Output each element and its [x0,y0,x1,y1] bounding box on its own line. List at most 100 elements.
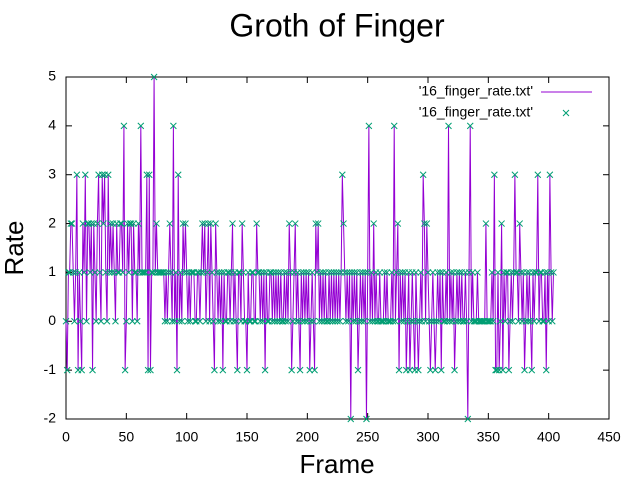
data-point [338,171,346,179]
data-point [357,269,364,276]
data-point [106,269,113,276]
data-point [433,317,440,325]
data-point [430,317,438,325]
data-point [180,269,188,276]
data-point [365,122,373,130]
data-point [536,269,544,276]
data-point [197,269,205,276]
y-tick-label: 3 [48,165,56,181]
chart-title: Groth of Finger [229,7,445,43]
data-point [91,269,99,276]
data-point [184,317,192,325]
legend-label: '16_finger_rate.txt' [419,83,533,99]
data-point [162,269,170,276]
data-point [341,269,349,276]
data-point [354,366,362,374]
data-point [272,269,280,276]
data-point [523,269,531,276]
data-point [135,220,142,227]
data-point [384,317,392,325]
data-point [521,366,528,374]
data-point [145,171,153,179]
y-tick-label: 5 [48,68,56,84]
data-point [238,220,246,227]
data-point [511,171,519,179]
data-point [395,366,403,374]
data-point [96,269,104,276]
data-point [221,317,229,325]
data-point [183,269,191,276]
data-point [273,317,281,325]
data-point [133,317,141,325]
data-point [316,317,323,325]
data-point [454,317,462,325]
data-point [348,269,356,276]
data-point [311,366,318,374]
data-point [328,269,335,276]
data-point [143,171,151,179]
data-point [176,317,183,325]
data-point [107,220,115,227]
y-tick-label: 0 [48,312,56,328]
data-point [466,122,474,130]
data-point [127,220,135,227]
data-point [355,317,363,325]
data-point [506,317,514,325]
data-point [539,317,546,325]
data-point [118,220,125,227]
data-point [186,317,194,325]
data-point [436,269,444,276]
data-point [103,317,111,325]
data-point [212,220,219,227]
data-point [288,366,296,374]
y-tick-label: 4 [48,117,56,133]
data-point [256,317,264,325]
data-point [332,269,340,276]
data-point [79,220,87,227]
data-point [171,317,178,325]
data-point [336,317,344,325]
data-point [89,366,96,374]
data-point [398,317,405,325]
data-point [188,269,195,276]
data-point [296,366,304,374]
data-point [233,366,241,374]
data-point [310,317,317,325]
data-point [100,220,107,227]
data-point [131,269,139,276]
data-point [77,317,84,325]
data-point [343,269,351,276]
data-point [129,317,136,325]
data-point [87,220,95,227]
data-point [149,269,157,276]
data-point [75,269,83,276]
y-tick-label: -2 [44,410,57,426]
y-tick-label: -1 [44,361,57,377]
data-point [142,269,149,276]
data-point [434,269,442,276]
data-point [179,220,187,227]
data-point [172,269,180,276]
data-point [487,317,495,325]
data-point [317,269,324,276]
data-point [498,220,505,227]
data-point [98,171,106,179]
data-point [482,220,490,227]
data-point [424,269,432,276]
data-point [446,317,454,325]
data-point [312,220,320,227]
data-point [324,317,332,325]
data-point [349,317,357,325]
data-point [497,317,504,325]
legend-label: '16_finger_rate.txt' [419,104,533,120]
data-point [271,317,279,325]
data-point [345,317,352,325]
data-point [396,269,404,276]
data-point [68,220,76,227]
data-point [246,317,253,325]
data-point [270,269,277,276]
data-point [71,317,78,325]
data-point [170,122,177,130]
data-point [214,317,222,325]
y-tick-label: 1 [48,263,56,279]
